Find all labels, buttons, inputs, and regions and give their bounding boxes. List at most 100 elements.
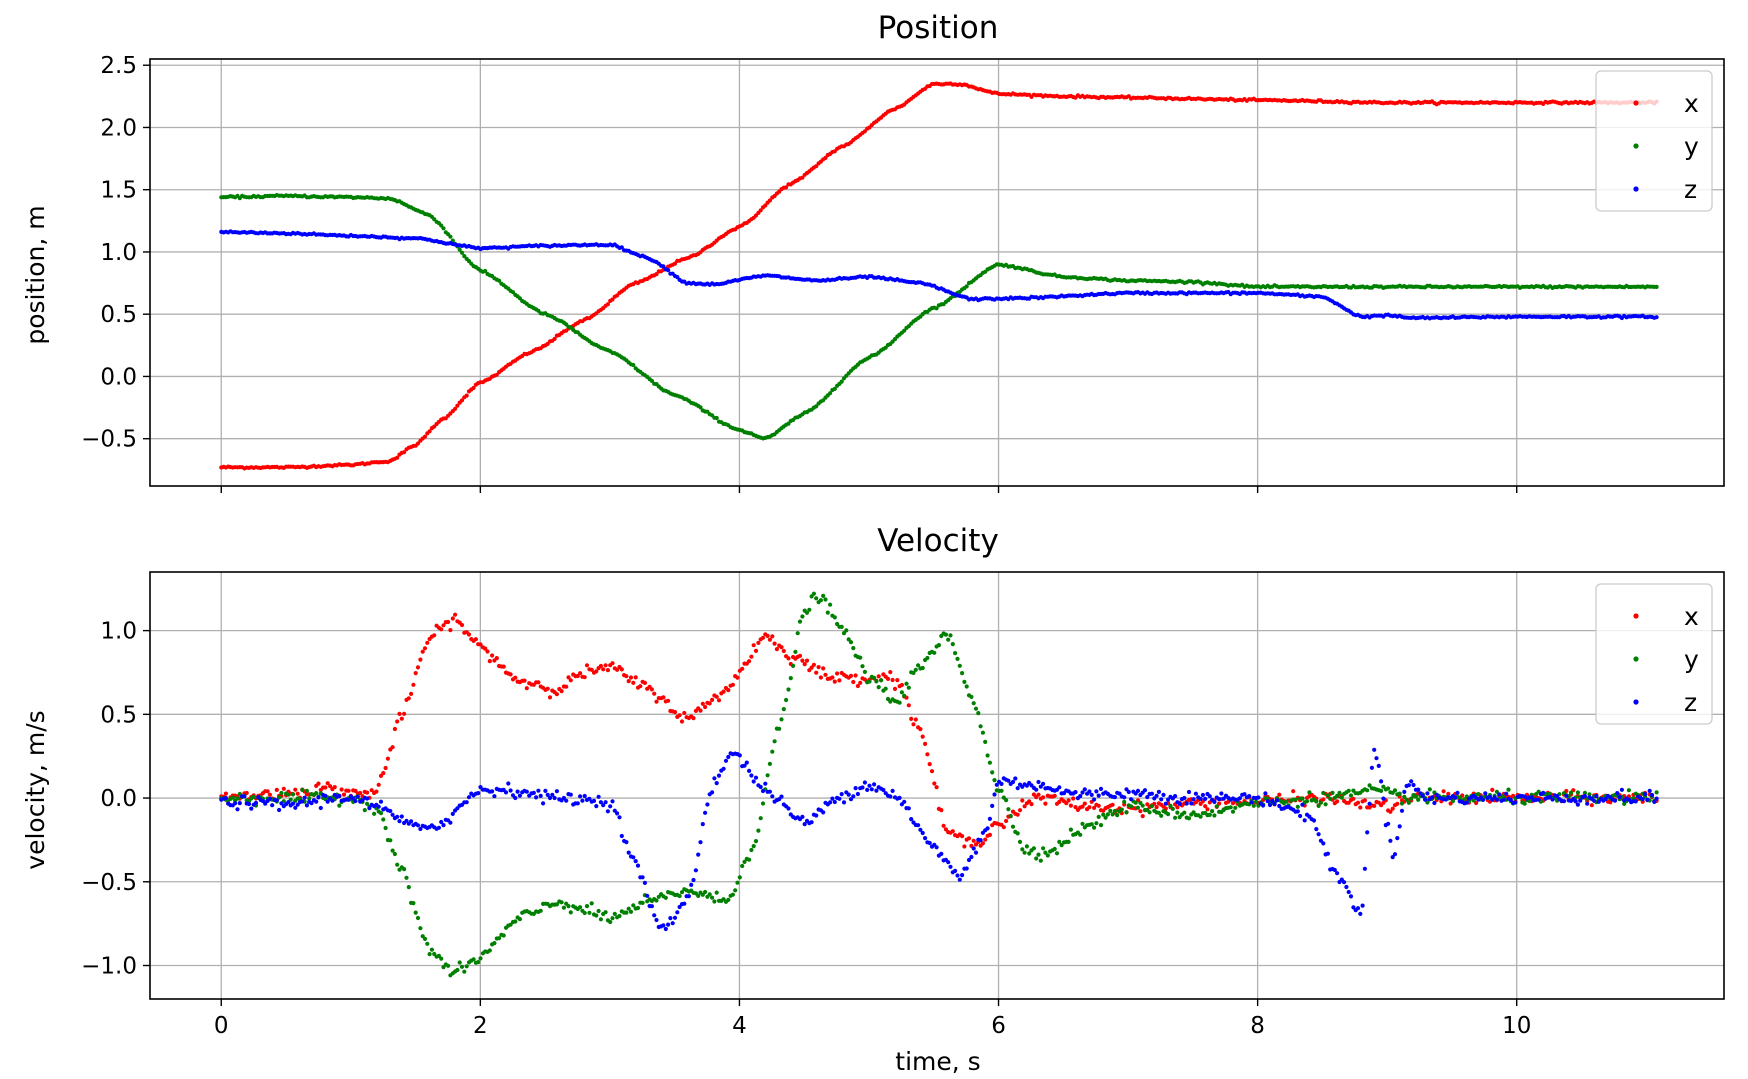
data-point: [767, 761, 773, 767]
data-point: [985, 826, 990, 831]
data-point: [1441, 789, 1446, 794]
data-point: [835, 671, 840, 676]
data-point: [390, 812, 395, 817]
data-point: [473, 637, 478, 642]
data-point: [1098, 823, 1104, 828]
data-point: [1112, 808, 1117, 814]
data-point: [307, 796, 312, 801]
data-point: [1006, 807, 1011, 812]
data-point: [1004, 818, 1009, 824]
data-point: [853, 786, 858, 791]
data-point: [872, 675, 877, 681]
data-point: [848, 640, 854, 645]
data-point: [832, 799, 837, 805]
velocity-panel: Velocity velocity, m/s time, s 0 2 4 6 8 10 −1…: [21, 523, 1725, 1076]
data-point: [1654, 284, 1659, 289]
data-point: [1203, 804, 1208, 809]
data-point: [1425, 791, 1430, 796]
data-point: [1182, 810, 1187, 815]
data-point: [584, 663, 590, 668]
data-point: [559, 689, 564, 694]
data-point: [279, 790, 284, 796]
data-point: [955, 656, 960, 662]
data-point: [1649, 792, 1655, 798]
data-point: [918, 827, 923, 832]
data-point: [513, 675, 518, 680]
data-point: [466, 632, 472, 637]
data-point: [580, 798, 585, 803]
data-point: [626, 906, 631, 911]
data-point: [267, 792, 272, 797]
data-point: [881, 787, 886, 793]
data-point: [953, 868, 958, 874]
data-point: [932, 781, 937, 786]
data-point: [1006, 778, 1011, 783]
data-point: [1643, 792, 1648, 797]
data-point: [923, 836, 928, 841]
data-point: [457, 247, 462, 252]
data-point: [1355, 800, 1361, 805]
y-tick-label: 0.0: [100, 364, 137, 390]
data-point: [767, 198, 773, 203]
data-point: [1295, 804, 1300, 809]
data-point: [506, 781, 511, 786]
data-point: [545, 792, 550, 798]
data-point: [1358, 805, 1363, 810]
data-point: [603, 910, 608, 915]
data-point: [1321, 841, 1326, 846]
data-point: [932, 650, 937, 655]
data-point: [1182, 795, 1187, 801]
data-point: [1561, 799, 1567, 804]
data-point: [631, 362, 636, 368]
data-point: [987, 760, 993, 765]
data-point: [858, 655, 863, 660]
data-point: [992, 792, 997, 797]
data-point: [876, 674, 881, 679]
data-point: [1420, 793, 1425, 799]
data-point: [1360, 903, 1365, 908]
data-point: [1594, 794, 1599, 799]
data-point: [626, 850, 631, 855]
data-point: [1029, 802, 1034, 807]
data-point: [552, 795, 557, 801]
data-point: [825, 610, 830, 615]
data-point: [439, 223, 444, 228]
data-point: [844, 628, 849, 633]
data-point: [714, 781, 719, 786]
data-point: [1362, 866, 1367, 871]
data-point: [654, 917, 659, 923]
data-point: [828, 800, 833, 805]
data-point: [1013, 776, 1018, 781]
data-point: [1355, 906, 1361, 911]
data-point: [1122, 799, 1127, 805]
data-point: [710, 790, 715, 795]
position-panel: Position position, m −0.5 0.0 0.5 1.0 1.5 2.0…: [21, 10, 1725, 493]
data-point: [811, 591, 817, 596]
x-tick-label: 0: [214, 1013, 229, 1039]
data-point: [1464, 800, 1469, 805]
data-point: [753, 775, 759, 780]
data-point: [1381, 784, 1386, 789]
data-point: [934, 785, 939, 790]
data-point: [969, 854, 974, 860]
data-point: [453, 406, 458, 411]
data-point: [497, 278, 502, 283]
data-point: [420, 649, 425, 654]
data-point: [814, 164, 819, 169]
data-point: [897, 795, 902, 801]
data-point: [1207, 794, 1212, 799]
data-point: [436, 825, 441, 830]
data-point: [716, 773, 722, 778]
data-point: [1390, 855, 1395, 860]
data-point: [999, 788, 1004, 793]
velocity-ticks: 0 2 4 6 8 10 −1.0 −0.5 0.0 0.5 1.0: [81, 619, 1531, 1039]
data-point: [1015, 831, 1020, 836]
data-point: [524, 789, 529, 794]
data-point: [1228, 805, 1233, 810]
data-point: [1036, 852, 1041, 857]
data-point: [1233, 805, 1238, 810]
data-point: [902, 693, 907, 699]
data-point: [1335, 793, 1340, 799]
data-point: [941, 823, 946, 828]
data-point: [960, 873, 965, 878]
